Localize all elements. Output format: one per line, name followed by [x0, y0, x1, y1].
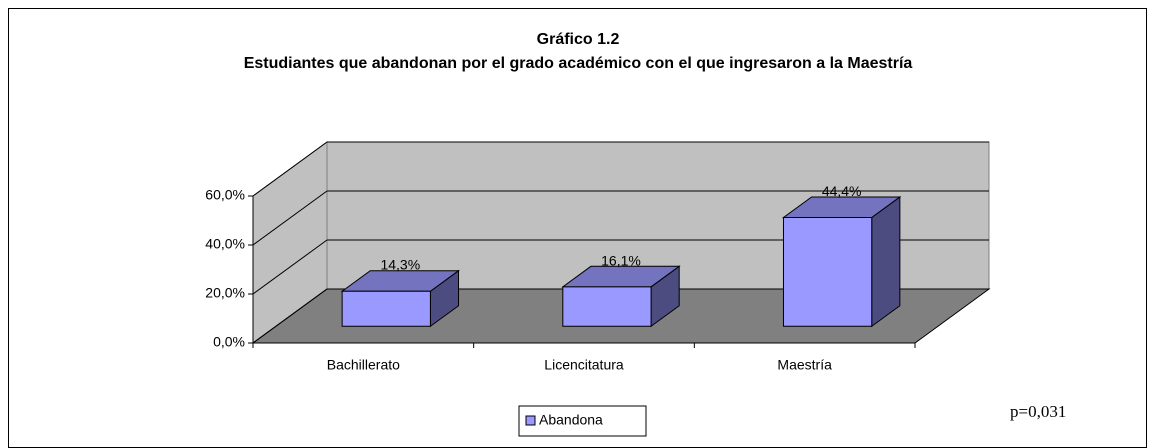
y-tick-label: 20,0%	[205, 285, 245, 301]
legend-label: Abandona	[539, 412, 603, 428]
y-tick-label: 0,0%	[213, 334, 245, 350]
legend-swatch	[525, 415, 536, 426]
y-tick-label: 60,0%	[205, 187, 245, 203]
legend-box	[518, 405, 647, 437]
x-tick-label: Maestría	[777, 357, 832, 373]
bar	[782, 216, 873, 327]
x-tick-label: Bachillerato	[327, 357, 400, 373]
grid-line	[252, 190, 328, 246]
grid-line	[252, 141, 328, 197]
title-block: Gráfico 1.2 Estudiantes que abandonan po…	[150, 28, 1006, 76]
chart-title: Gráfico 1.2	[536, 31, 620, 48]
annotation: p=0,031	[1010, 402, 1067, 421]
y-tick-label: 40,0%	[205, 236, 245, 252]
grid-line	[252, 288, 328, 344]
bar-side	[871, 195, 901, 328]
data-label: 44,4%	[822, 183, 862, 199]
chart-subtitle: Estudiantes que abandonan por el grado a…	[243, 55, 913, 72]
grid-line	[252, 239, 328, 295]
bar	[341, 290, 431, 327]
x-tick-label: Licencitatura	[544, 357, 624, 373]
data-label: 14,3%	[380, 257, 420, 273]
bar	[562, 286, 652, 327]
data-label: 16,1%	[601, 252, 641, 268]
